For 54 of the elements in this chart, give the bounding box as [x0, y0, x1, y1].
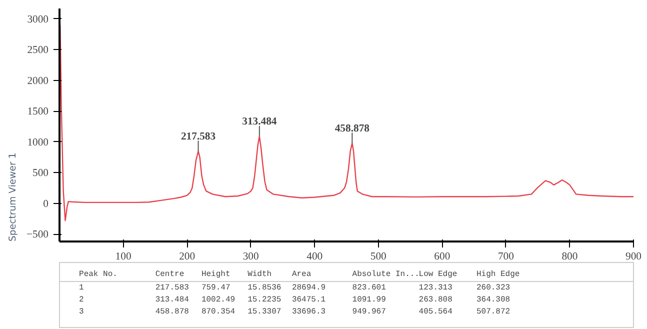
text: 263.808 — [418, 296, 453, 304]
text: 33696.3 — [292, 308, 326, 316]
text: High Edge — [476, 270, 520, 279]
text: 36475.1 — [292, 296, 326, 304]
x-tick-label: 200 — [179, 252, 196, 262]
text: 15.8536 — [248, 284, 282, 292]
text: 313.484 — [155, 296, 190, 304]
text: 3 — [79, 308, 84, 316]
y-tick-label: 2000 — [27, 76, 48, 87]
y-tick-label: 1000 — [27, 137, 48, 148]
text: 405.564 — [418, 308, 453, 316]
text: 949.967 — [352, 308, 386, 316]
text: 870.354 — [201, 308, 236, 316]
text: 823.601 — [352, 284, 386, 292]
y-tick-label: 1500 — [27, 106, 48, 118]
text: Centre — [155, 270, 184, 279]
text: 507.872 — [476, 308, 510, 316]
text: 28694.9 — [292, 284, 326, 292]
text: 217.583 — [155, 284, 190, 292]
text: 1 — [79, 284, 84, 292]
text: Area — [292, 270, 312, 279]
text: 2 — [79, 296, 84, 304]
text: 260.323 — [476, 284, 510, 292]
text: 759.47 — [201, 284, 230, 292]
text: 15.2235 — [248, 296, 282, 304]
text: Absolute In... — [352, 270, 420, 279]
text: Width — [248, 270, 272, 279]
x-tick-label: 700 — [498, 252, 514, 262]
y-tick-label: 500 — [32, 168, 48, 180]
text: 458.878 — [155, 308, 190, 316]
text: 123.313 — [418, 284, 453, 292]
y-tick-label: 2500 — [27, 45, 48, 56]
x-tick-label: 800 — [562, 252, 578, 262]
text: 364.308 — [476, 296, 510, 304]
annotation: 313.484 — [242, 116, 278, 128]
x-tick-label: 900 — [626, 252, 642, 262]
text: Spectrum Viewer 1 — [8, 152, 18, 242]
y-tick-label: 0 — [43, 198, 48, 210]
x-tick-label: 100 — [115, 252, 132, 262]
y-tick-label: 3000 — [27, 14, 48, 26]
annotation: 217.583 — [180, 131, 216, 142]
x-tick-label: 400 — [306, 252, 323, 262]
text: 15.3307 — [248, 308, 282, 316]
text: 1002.49 — [201, 296, 236, 304]
annotation: 458.878 — [334, 123, 370, 134]
text: Height — [201, 270, 230, 279]
text: Low Edge — [418, 270, 458, 279]
x-tick-label: 600 — [434, 252, 450, 262]
line-series — [60, 24, 634, 222]
text: Peak No. — [79, 270, 118, 279]
x-tick-label: 300 — [242, 252, 259, 262]
y-tick-label: −500 — [26, 230, 49, 241]
x-tick-label: 500 — [370, 252, 386, 262]
text: 1091.99 — [352, 296, 386, 304]
